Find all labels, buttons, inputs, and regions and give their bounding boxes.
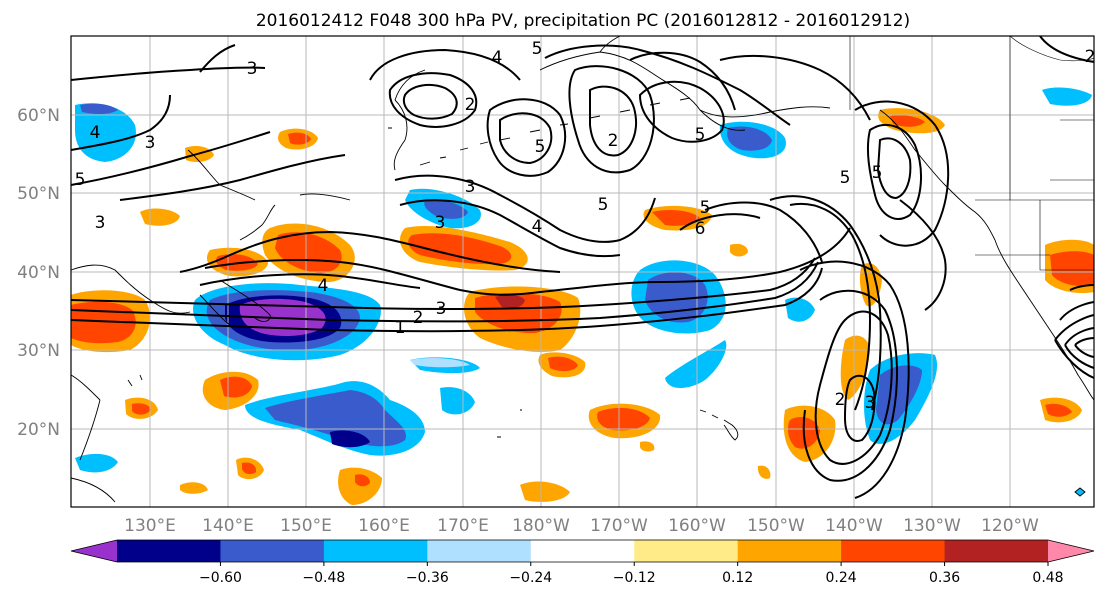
coastlines: [70, 35, 1095, 503]
colorbar-tick-label: −0.24: [509, 570, 552, 586]
contour-label: 2: [1085, 47, 1096, 67]
colorbar-max-extend: [1048, 540, 1094, 562]
contour-label: 5: [872, 163, 883, 183]
colorbar-bin: [944, 540, 1049, 562]
colorbar-tick-label: −0.48: [302, 570, 345, 586]
contour-label: 4: [318, 276, 329, 296]
lon-label: 160°W: [668, 516, 726, 536]
contour-label: 4: [492, 48, 503, 68]
colorbar-tick-label: −0.12: [613, 570, 656, 586]
lat-label: 50°N: [17, 184, 60, 204]
lon-label: 170°E: [437, 516, 489, 536]
contour-label: 5: [535, 137, 546, 157]
lat-label: 30°N: [17, 341, 60, 361]
contour-label: 3: [145, 133, 156, 153]
contour-label: 3: [436, 299, 447, 319]
contour-label: 3: [435, 213, 446, 233]
colorbar-bin: [323, 540, 428, 562]
contour-label: 2: [608, 131, 619, 151]
colorbar-min-extend: [71, 540, 117, 562]
contour-label: 6: [695, 219, 706, 239]
contour-label: 3: [95, 213, 106, 233]
contour-label: 5: [700, 198, 711, 218]
colorbar-bin: [530, 540, 635, 562]
contour-label: 3: [465, 177, 476, 197]
lat-label: 60°N: [17, 106, 60, 126]
pv-contours: [70, 35, 1095, 499]
figure-title: 2016012412 F048 300 hPa PV, precipitatio…: [256, 11, 910, 31]
colorbar-tick-label: 0.24: [826, 570, 857, 586]
contour-label: 1: [395, 318, 406, 338]
colorbar-bin: [737, 540, 842, 562]
lon-label: 130°E: [124, 516, 176, 536]
contour-label: 4: [90, 123, 101, 143]
contour-label: 3: [247, 59, 258, 79]
latitude-labels: 60°N 50°N 40°N 30°N 20°N: [17, 106, 60, 440]
colorbar-bin: [841, 540, 946, 562]
longitude-labels: 130°E 140°E 150°E 160°E 170°E 180°W 170°…: [124, 516, 1039, 536]
contour-label: 5: [532, 39, 543, 59]
colorbar-bin: [117, 540, 221, 562]
colorbar-tick-label: 0.36: [929, 570, 960, 586]
colorbar-bin: [427, 540, 532, 562]
contour-label: 5: [598, 195, 609, 215]
contour-label: 4: [532, 217, 543, 237]
lon-label: 180°W: [512, 516, 570, 536]
colorbar-tick-label: 0.12: [722, 570, 753, 586]
colorbar-tick-label: −0.36: [406, 570, 449, 586]
lon-label: 160°E: [358, 516, 410, 536]
lon-label: 150°W: [747, 516, 805, 536]
contour-label: 2: [465, 95, 476, 115]
colorbar-bin: [220, 540, 325, 562]
lon-label: 140°W: [825, 516, 883, 536]
lat-label: 20°N: [17, 420, 60, 440]
lon-label: 130°W: [903, 516, 961, 536]
colorbar-bin: [634, 540, 739, 562]
contour-label: 2: [413, 308, 424, 328]
lon-label: 120°W: [981, 516, 1039, 536]
lon-label: 170°W: [590, 516, 648, 536]
lon-label: 150°E: [280, 516, 332, 536]
map-panel: 3 4 3 5 3 4 5 2 5 2 5 3 3 4 5 6 5 5 5 4 …: [70, 35, 1096, 508]
contour-label: 3: [865, 393, 876, 413]
colorbar: −0.60 −0.48 −0.36 −0.24 −0.12 0.12 0.24 0.36 0.4…: [70, 539, 1095, 586]
contour-label: 5: [695, 125, 706, 145]
colorbar-tick-label: −0.60: [199, 570, 242, 586]
lon-label: 140°E: [202, 516, 254, 536]
contour-label: 5: [840, 168, 851, 188]
contour-label: 2: [835, 390, 846, 410]
colorbar-tick-label: 0.48: [1032, 570, 1063, 586]
contour-label: 5: [75, 170, 86, 190]
contour-labels: 3 4 3 5 3 4 5 2 5 2 5 3 3 4 5 6 5 5 5 4 …: [75, 39, 1096, 413]
lat-label: 40°N: [17, 263, 60, 283]
